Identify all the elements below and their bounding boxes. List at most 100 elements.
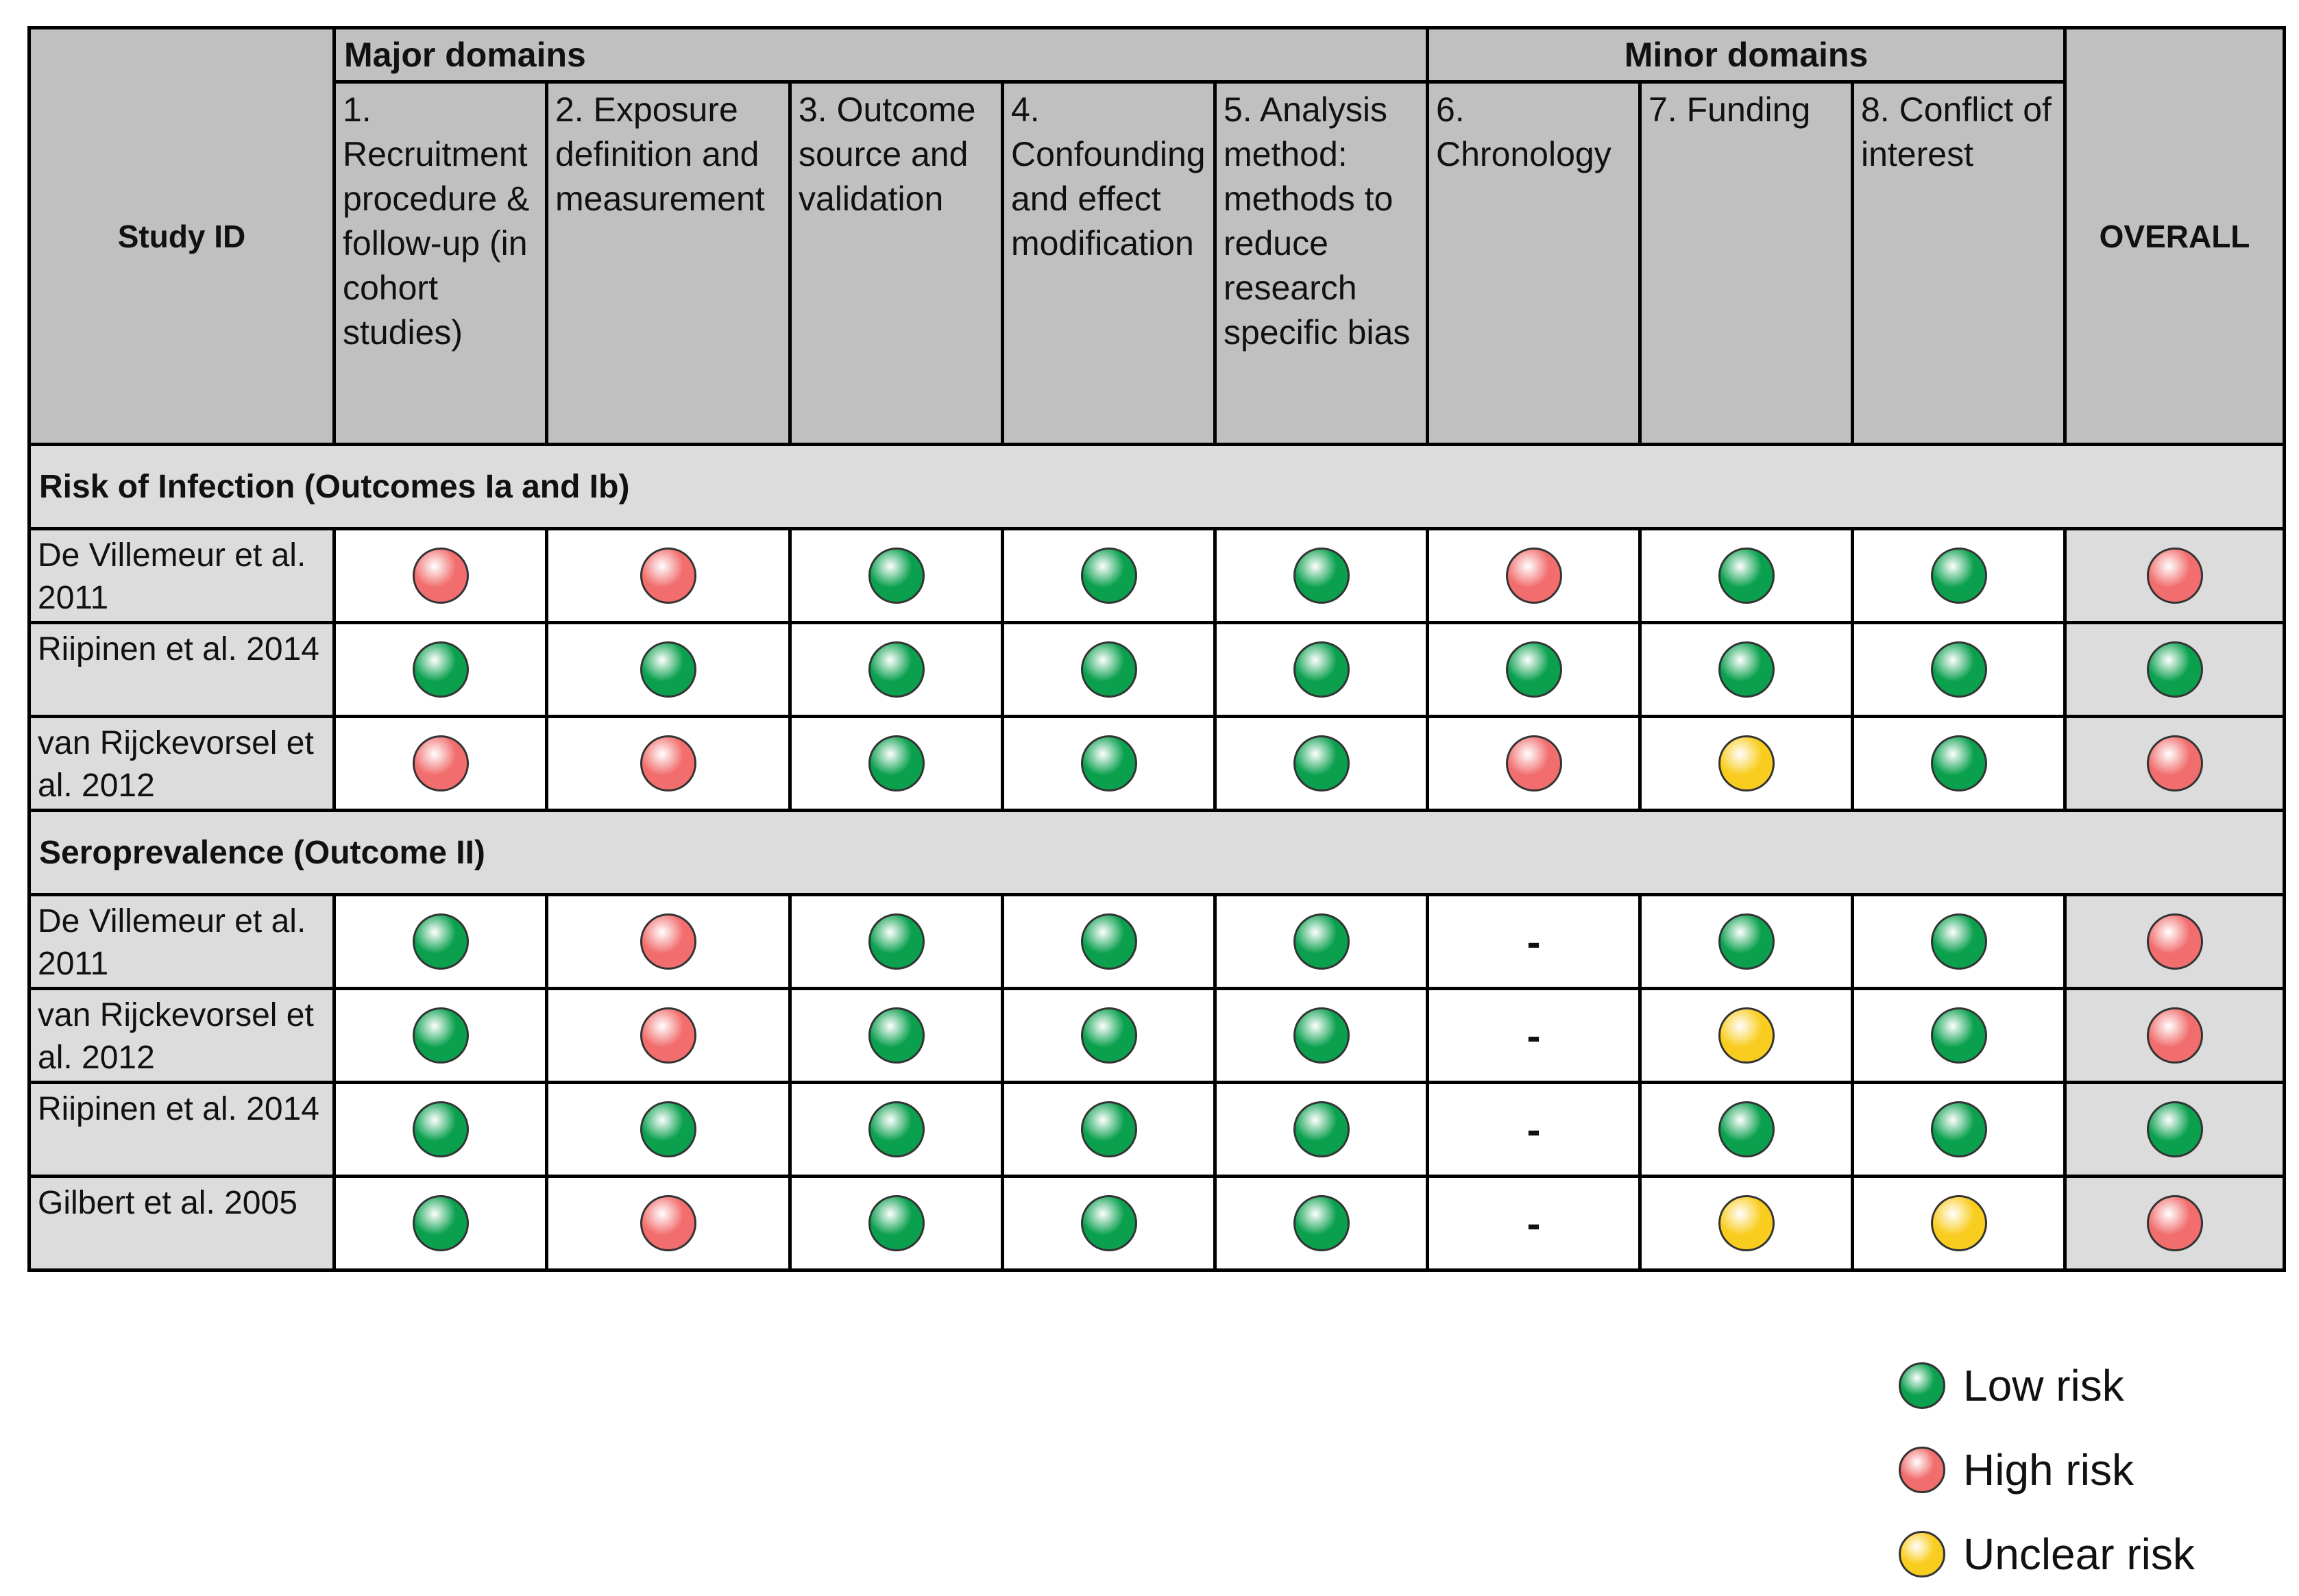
rating-cell: [788, 621, 1004, 718]
rating-cell: [788, 715, 1004, 812]
study-id-cell: Gilbert et al. 2005: [27, 1175, 336, 1272]
domain-header-5: 5. Analysis method: methods to reduce re…: [1213, 80, 1429, 446]
table-row: Riipinen et al. 2014: [27, 621, 2287, 718]
section-header: Risk of Infection (Outcomes Ia and Ib): [27, 443, 2287, 530]
high-risk-icon: [640, 1007, 696, 1064]
rating-cell: [1638, 1175, 1854, 1272]
high-risk-icon: [640, 735, 696, 791]
rating-cell: [1001, 621, 1217, 718]
overall-cell: [2063, 893, 2287, 990]
rating-cell: [788, 1081, 1004, 1178]
risk-of-bias-table: Study ID Major domains Minor domains OVE…: [27, 26, 2287, 1272]
rating-cell: [545, 1175, 792, 1272]
low-risk-icon: [1293, 1007, 1350, 1064]
unclear-risk-icon: [1899, 1530, 1945, 1577]
not-applicable-dash: -: [1526, 1106, 1541, 1153]
rating-cell: [332, 987, 548, 1084]
rating-cell: [1001, 1081, 1217, 1178]
low-risk-icon: [1718, 913, 1775, 970]
low-risk-icon: [1293, 913, 1350, 970]
table-row: Riipinen et al. 2014 -: [27, 1081, 2287, 1178]
high-risk-icon: [2146, 1007, 2203, 1064]
study-id-cell: De Villemeur et al. 2011: [27, 893, 336, 990]
low-risk-icon: [868, 735, 925, 791]
high-risk-icon: [412, 735, 469, 791]
rating-cell: -: [1426, 893, 1642, 990]
low-risk-icon: [868, 548, 925, 604]
high-risk-icon: [412, 548, 469, 604]
table-body: Risk of Infection (Outcomes Ia and Ib) De…: [27, 443, 2287, 1272]
low-risk-icon: [868, 1195, 925, 1251]
rating-cell: -: [1426, 1175, 1642, 1272]
domain-header-1: 1. Recruitment procedure & follow-up (in…: [332, 80, 548, 446]
rating-cell: [332, 527, 548, 624]
low-risk-icon: [1930, 735, 1987, 791]
low-risk-icon: [1718, 641, 1775, 698]
unclear-risk-icon: [1930, 1195, 1987, 1251]
low-risk-icon: [1293, 641, 1350, 698]
high-risk-icon: [1505, 548, 1562, 604]
overall-cell: [2063, 1081, 2287, 1178]
high-risk-icon: [2146, 735, 2203, 791]
study-id-header: Study ID: [27, 26, 336, 446]
rating-cell: [788, 1175, 1004, 1272]
legend-label: Unclear risk: [1963, 1529, 2195, 1579]
rating-cell: [1213, 1081, 1429, 1178]
overall-cell: [2063, 527, 2287, 624]
low-risk-icon: [868, 913, 925, 970]
unclear-risk-icon: [1718, 735, 1775, 791]
high-risk-icon: [1505, 735, 1562, 791]
study-id-cell: Riipinen et al. 2014: [27, 1081, 336, 1178]
high-risk-icon: [640, 1195, 696, 1251]
low-risk-icon: [1718, 548, 1775, 604]
rating-cell: -: [1426, 987, 1642, 1084]
low-risk-icon: [1930, 641, 1987, 698]
rating-cell: [1426, 715, 1642, 812]
rating-cell: [1213, 987, 1429, 1084]
rating-cell: [1001, 715, 1217, 812]
rating-cell: [545, 1081, 792, 1178]
rating-cell: [1850, 621, 2067, 718]
high-risk-icon: [2146, 548, 2203, 604]
legend-item-high: High risk: [1899, 1427, 2195, 1512]
high-risk-icon: [2146, 1195, 2203, 1251]
table-row: van Rijckevorsel et al. 2012 -: [27, 987, 2287, 1084]
low-risk-icon: [1080, 548, 1137, 604]
low-risk-icon: [868, 1101, 925, 1157]
low-risk-icon: [1293, 735, 1350, 791]
low-risk-icon: [1080, 1007, 1137, 1064]
not-applicable-dash: -: [1526, 1012, 1541, 1059]
table-row: van Rijckevorsel et al. 2012: [27, 715, 2287, 812]
rating-cell: [1850, 715, 2067, 812]
rating-cell: [545, 715, 792, 812]
rating-cell: [1638, 527, 1854, 624]
rating-cell: [788, 527, 1004, 624]
unclear-risk-icon: [1718, 1195, 1775, 1251]
study-id-cell: Riipinen et al. 2014: [27, 621, 336, 718]
low-risk-icon: [412, 913, 469, 970]
study-id-cell: De Villemeur et al. 2011: [27, 527, 336, 624]
low-risk-icon: [1080, 913, 1137, 970]
low-risk-icon: [2146, 1101, 2203, 1157]
rating-cell: [1638, 987, 1854, 1084]
rating-cell: -: [1426, 1081, 1642, 1178]
rating-cell: [1426, 621, 1642, 718]
rating-cell: [788, 987, 1004, 1084]
rating-cell: [332, 1175, 548, 1272]
low-risk-icon: [1930, 913, 1987, 970]
low-risk-icon: [1293, 1195, 1350, 1251]
low-risk-icon: [1293, 548, 1350, 604]
rating-cell: [545, 893, 792, 990]
overall-cell: [2063, 1175, 2287, 1272]
low-risk-icon: [1080, 1101, 1137, 1157]
rating-cell: [1850, 893, 2067, 990]
rating-cell: [332, 1081, 548, 1178]
rating-cell: [545, 987, 792, 1084]
low-risk-icon: [868, 1007, 925, 1064]
low-risk-icon: [1930, 1101, 1987, 1157]
low-risk-icon: [412, 1007, 469, 1064]
low-risk-icon: [640, 1101, 696, 1157]
rating-cell: [1213, 527, 1429, 624]
low-risk-icon: [1080, 735, 1137, 791]
not-applicable-dash: -: [1526, 1200, 1541, 1247]
